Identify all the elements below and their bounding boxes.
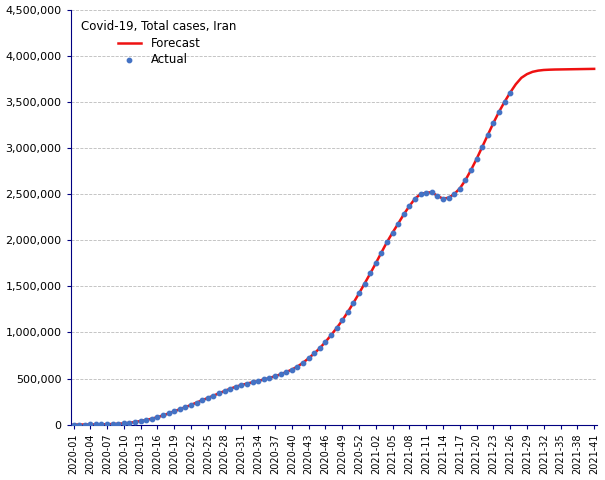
Actual: [181, 403, 191, 411]
Actual: [293, 363, 302, 371]
Actual: [309, 349, 319, 357]
Actual: [494, 108, 504, 116]
Actual: [360, 280, 370, 288]
Actual: [169, 408, 179, 415]
Actual: [460, 176, 470, 184]
Actual: [287, 366, 296, 373]
Actual: [466, 166, 476, 174]
Actual: [472, 155, 482, 163]
Actual: [231, 383, 241, 391]
Forecast: [204, 395, 212, 401]
Actual: [304, 354, 313, 362]
Forecast: [590, 66, 598, 72]
Actual: [270, 372, 280, 380]
Actual: [108, 420, 117, 428]
Actual: [332, 324, 341, 332]
Actual: [102, 420, 112, 428]
Actual: [80, 420, 90, 428]
Actual: [500, 98, 509, 106]
Actual: [281, 368, 291, 376]
Line: Forecast: Forecast: [73, 69, 594, 425]
Actual: [477, 143, 487, 151]
Actual: [159, 412, 168, 420]
Actual: [450, 190, 459, 198]
Actual: [147, 415, 157, 422]
Actual: [315, 344, 325, 352]
Actual: [97, 420, 106, 428]
Actual: [505, 89, 515, 96]
Actual: [214, 389, 224, 397]
Actual: [114, 420, 123, 428]
Actual: [382, 238, 392, 246]
Actual: [253, 377, 263, 384]
Actual: [91, 420, 101, 428]
Actual: [343, 308, 353, 316]
Forecast: [462, 177, 469, 183]
Actual: [393, 220, 403, 228]
Actual: [376, 249, 386, 256]
Actual: [203, 394, 213, 402]
Forecast: [70, 422, 77, 428]
Actual: [125, 419, 134, 427]
Actual: [433, 192, 442, 200]
Forecast: [288, 367, 295, 372]
Forecast: [384, 239, 391, 245]
Actual: [220, 387, 229, 395]
Actual: [142, 416, 151, 424]
Actual: [365, 270, 375, 277]
Actual: [226, 385, 235, 393]
Actual: [186, 401, 196, 408]
Actual: [74, 421, 84, 429]
Actual: [443, 194, 453, 202]
Actual: [405, 202, 414, 210]
Actual: [130, 418, 140, 426]
Actual: [354, 289, 364, 297]
Actual: [209, 392, 218, 399]
Actual: [399, 211, 408, 218]
Actual: [237, 381, 246, 389]
Actual: [85, 420, 95, 428]
Actual: [421, 189, 431, 197]
Actual: [427, 188, 437, 196]
Actual: [192, 399, 201, 407]
Actual: [338, 317, 347, 324]
Actual: [410, 195, 420, 203]
Actual: [455, 185, 465, 192]
Actual: [326, 331, 336, 339]
Actual: [371, 259, 381, 267]
Actual: [276, 371, 286, 378]
Actual: [438, 195, 448, 203]
Actual: [136, 417, 146, 425]
Actual: [197, 396, 207, 404]
Actual: [119, 420, 129, 427]
Actual: [348, 299, 358, 307]
Actual: [259, 376, 269, 384]
Actual: [248, 378, 258, 386]
Actual: [483, 131, 492, 139]
Legend: Forecast, Actual: Forecast, Actual: [77, 15, 241, 71]
Actual: [164, 409, 174, 417]
Actual: [388, 229, 397, 237]
Actual: [68, 421, 78, 429]
Actual: [298, 359, 308, 367]
Actual: [152, 413, 162, 421]
Actual: [321, 338, 330, 346]
Actual: [175, 406, 185, 413]
Forecast: [272, 373, 279, 379]
Actual: [264, 374, 274, 382]
Actual: [488, 119, 498, 127]
Forecast: [160, 413, 167, 419]
Actual: [416, 190, 425, 198]
Actual: [242, 380, 252, 387]
